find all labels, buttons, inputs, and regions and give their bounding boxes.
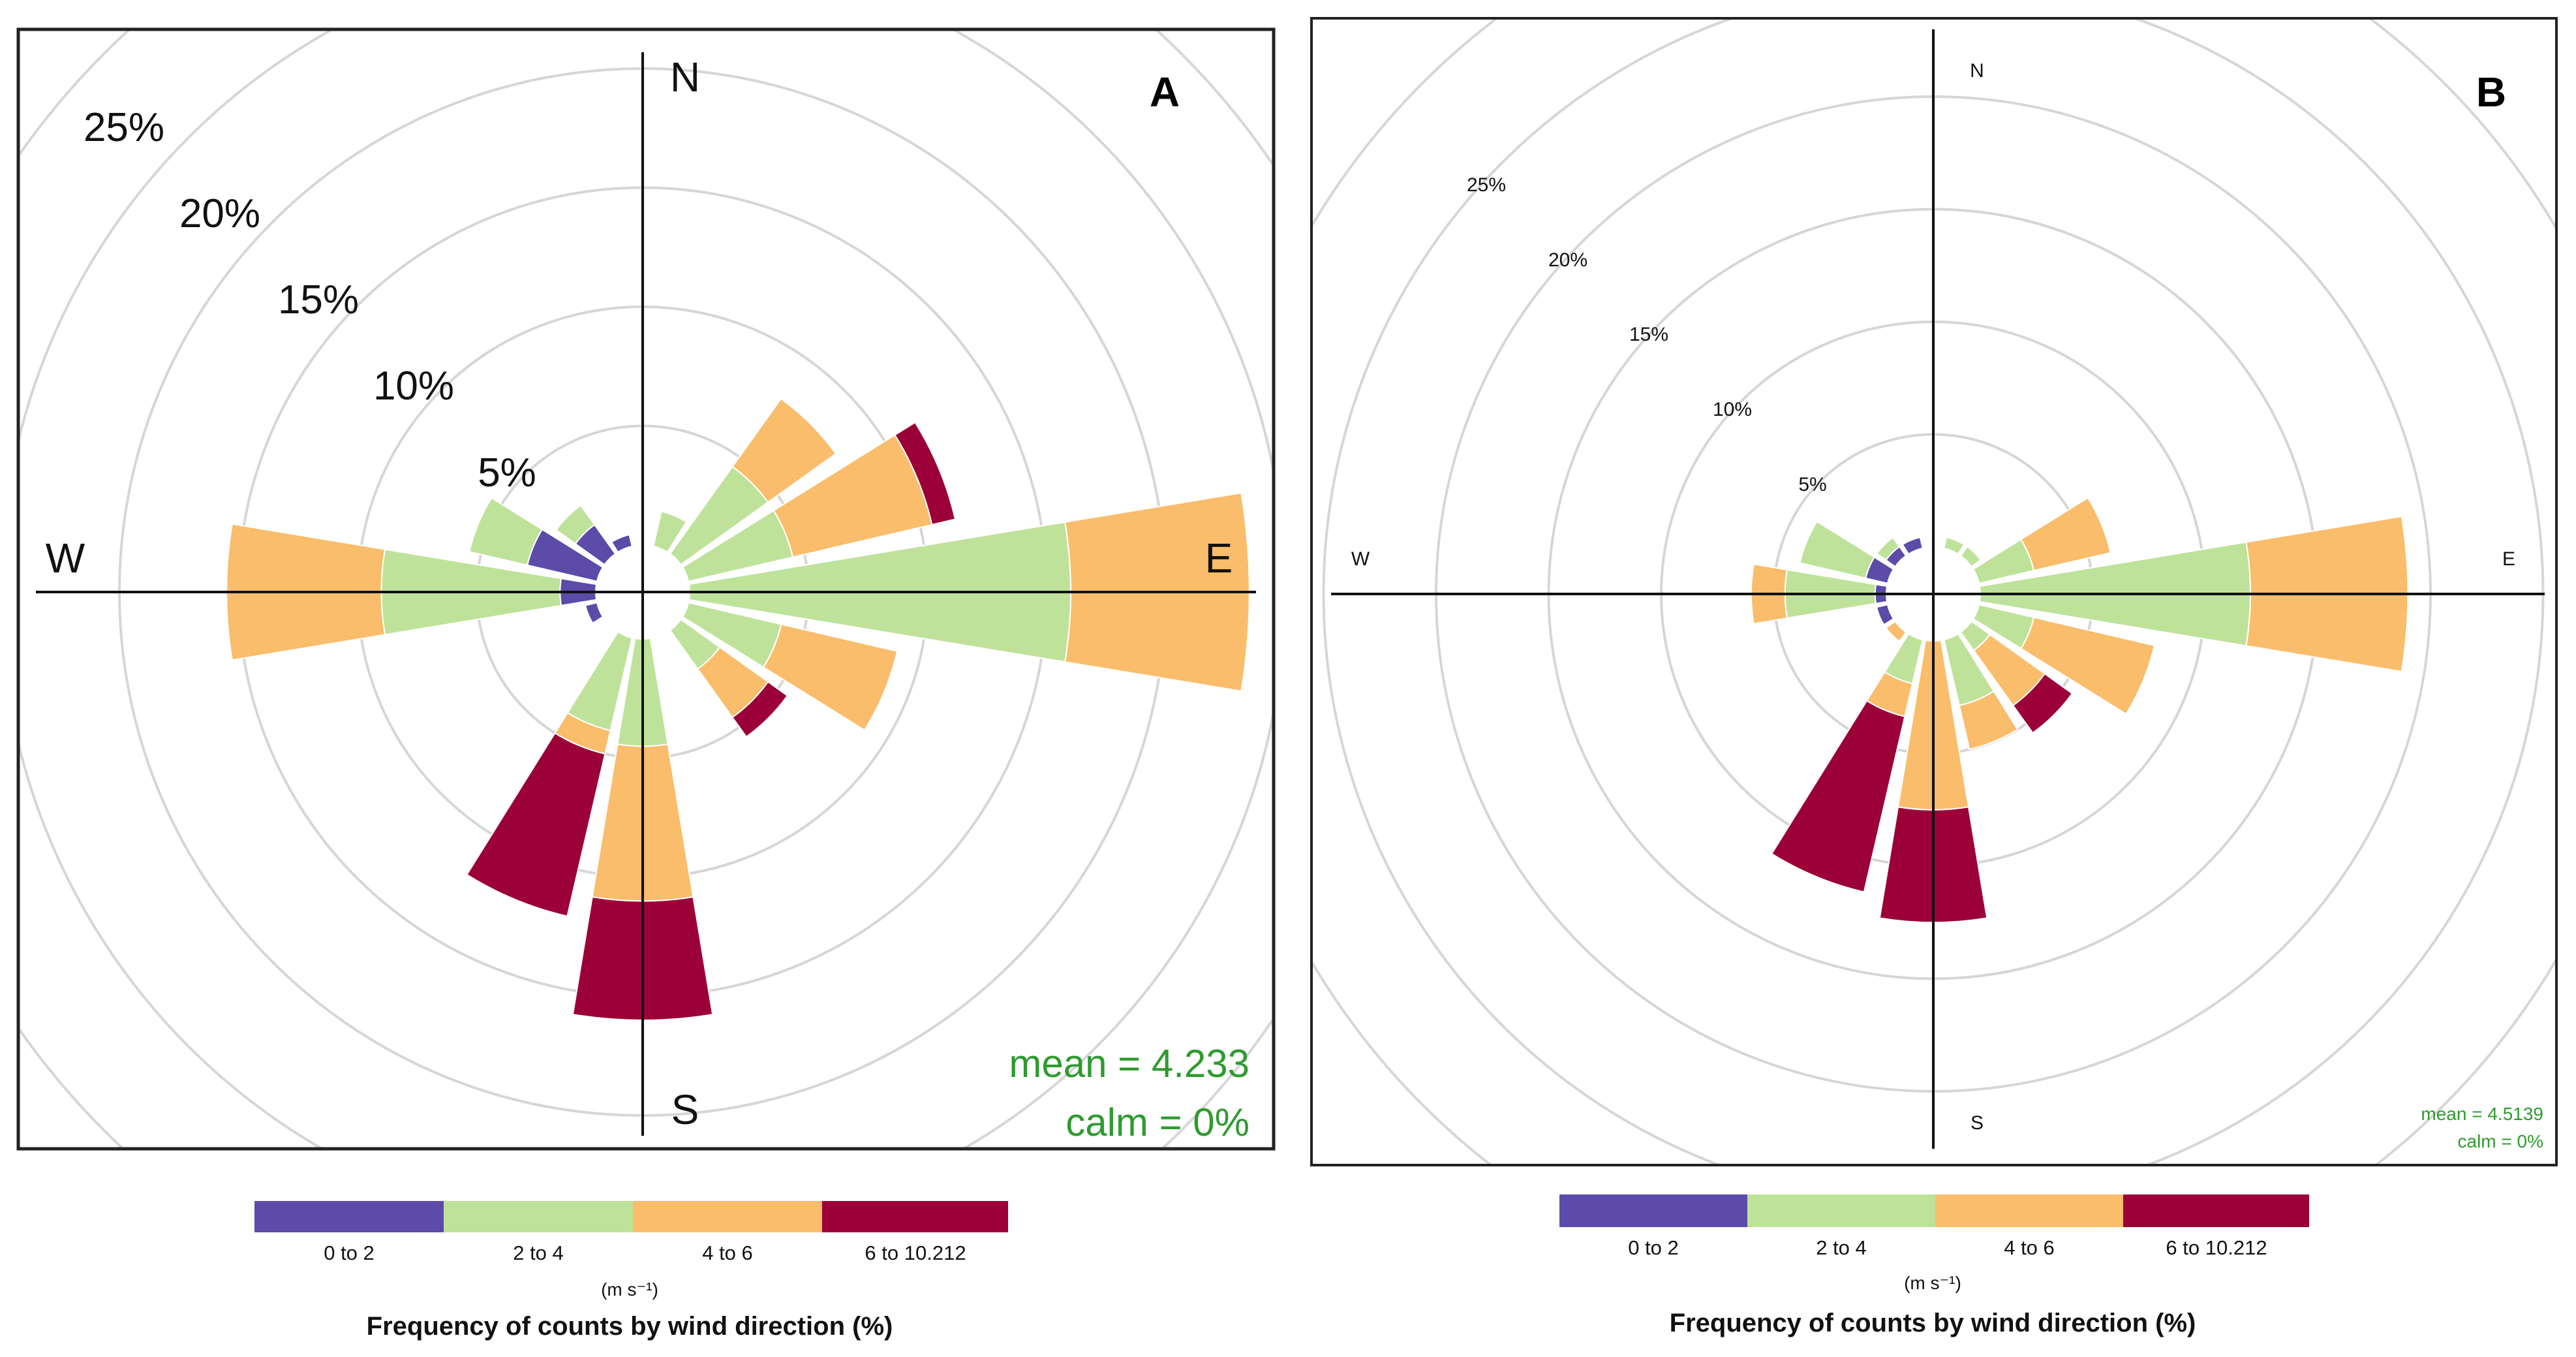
panel-a-ring-label-25: 25% (84, 105, 164, 150)
panel-b-wedge-ese-bin-2 (2019, 616, 2156, 715)
panel-b-wedge-sw-bin-2 (1885, 620, 1907, 642)
legend-b-swatch-6-to-10 (2123, 1194, 2309, 1227)
panel-a: N E S W 5% 10% 15% 20% 25% A mean = 4.23… (16, 27, 1276, 1151)
panel-a-letter: A (1150, 69, 1180, 116)
panel-a-wedge-nne-bin-1 (652, 510, 688, 554)
panel-b-ring-label-10: 10% (1713, 399, 1752, 420)
panel-b-east-label: E (2502, 548, 2515, 570)
panel-b-wedge-wnw-bin-1 (1799, 520, 1875, 580)
legend-a-label-2: 4 to 6 (702, 1241, 753, 1264)
legend-b-label-3: 6 to 10.212 (2166, 1236, 2267, 1259)
panel-a-wedge-ssw-bin-3 (466, 732, 606, 917)
panel-b-ring-label-25: 25% (1467, 174, 1506, 196)
legend-b-swatch-2-to-4 (1747, 1194, 1935, 1227)
panel-b-wedge-ssw-bin-3 (1770, 700, 1906, 893)
panel-a-wedges (226, 398, 1250, 1021)
panel-b-plot-area (1311, 18, 2556, 1165)
panel-a-ring-label-10: 10% (373, 364, 454, 409)
panel-a-wedge-ese-bin-2 (762, 623, 898, 731)
legend-b-label-2: 4 to 6 (2004, 1236, 2055, 1259)
legend-a-unit: (m s⁻¹) (601, 1279, 658, 1300)
panel-b-north-label: N (1970, 60, 1984, 82)
panel-b-letter: B (2476, 69, 2506, 116)
legend-a-swatch-4-to-6 (633, 1201, 822, 1232)
panel-b-wedges (1751, 497, 2409, 924)
panel-a-east-label: E (1205, 535, 1233, 582)
panel-b-calm: calm = 0% (2458, 1131, 2544, 1151)
legend-a-title: Frequency of counts by wind direction (%… (367, 1312, 893, 1341)
panel-a-frame (16, 27, 1276, 1151)
panel-b-west-label: W (1351, 548, 1370, 570)
panel-b-wedge-nnw-bin-0 (1901, 536, 1924, 555)
legend-a-label-1: 2 to 4 (513, 1241, 564, 1264)
panel-b-wedge-ene-bin-2 (2019, 497, 2111, 572)
panel-a-calm: calm = 0% (1066, 1100, 1250, 1144)
panel-a-north-label: N (670, 54, 700, 101)
panel-a-ring-label-15: 15% (278, 277, 359, 322)
panel-b-wedge-ne-bin-1 (1959, 546, 1982, 568)
panel-a-wedge-ne-bin-2 (731, 398, 837, 503)
panel-a-south-label: S (671, 1086, 699, 1133)
panel-b-mean: mean = 4.5139 (2421, 1104, 2543, 1124)
panel-b-wedge-sse-bin-2 (1958, 690, 2019, 751)
legend-a-label-3: 6 to 10.212 (865, 1241, 966, 1264)
panel-b-ring-label-15: 15% (1629, 324, 1668, 345)
panel-b-wedge-wsw-bin-0 (1875, 604, 1895, 626)
panel-b-wedge-nne-bin-1 (1943, 536, 1965, 555)
panel-b-frame (1310, 17, 2558, 1166)
legend-a-swatch-0-to-2 (254, 1201, 444, 1232)
panel-a-wedge-wsw-bin-0 (584, 602, 604, 625)
panel-b-south-label: S (1970, 1112, 1984, 1134)
panel-a-wedge-ene-bin-3 (894, 421, 957, 526)
legend-a-swatch-2-to-4 (444, 1201, 633, 1232)
legend-b: 0 to 2 2 to 4 4 to 6 6 to 10.212 (m s⁻¹)… (1559, 1194, 2309, 1337)
panel-a-west-label: W (46, 535, 85, 582)
panel-a-wedge-wnw-bin-1 (468, 497, 544, 567)
legend-b-title: Frequency of counts by wind direction (%… (1670, 1309, 2196, 1337)
panel-b: N E S W 5% 10% 15% 20% 25% B mean = 4.51… (1310, 17, 2558, 1166)
legend-b-label-1: 2 to 4 (1816, 1236, 1867, 1259)
legend-b-swatch-0-to-2 (1559, 1194, 1747, 1227)
panel-a-mean: mean = 4.233 (1009, 1042, 1250, 1085)
panel-a-ring-label-20: 20% (179, 191, 260, 236)
panel-b-ring-label-5: 5% (1798, 474, 1826, 495)
legend-b-swatch-4-to-6 (1935, 1194, 2123, 1227)
panel-a-wedge-se-bin-3 (731, 681, 789, 738)
legend-a: 0 to 2 2 to 4 4 to 6 6 to 10.212 (m s⁻¹)… (254, 1201, 1008, 1341)
panel-a-ring-label-5: 5% (478, 450, 536, 495)
panel-a-wedge-nw-bin-1 (555, 504, 596, 545)
legend-b-label-0: 0 to 2 (1628, 1236, 1679, 1259)
legend-a-swatch-6-to-10 (822, 1201, 1008, 1232)
panel-b-ring-label-20: 20% (1548, 249, 1587, 271)
panel-b-wedge-se-bin-3 (2012, 672, 2074, 734)
panel-b-wedge-nw-bin-1 (1876, 537, 1901, 561)
panel-a-wedge-nnw-bin-0 (610, 533, 633, 554)
legend-a-label-0: 0 to 2 (324, 1241, 375, 1264)
legend-b-unit: (m s⁻¹) (1904, 1273, 1961, 1293)
